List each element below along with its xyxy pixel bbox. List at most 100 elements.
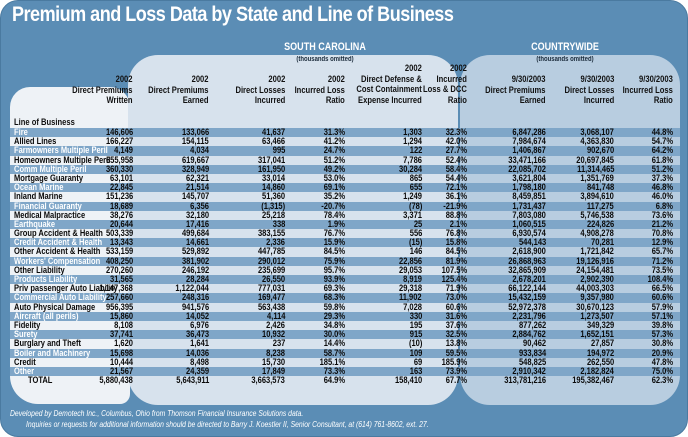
column-header-sc-premiums-written: 2002 Direct Premiums Written bbox=[57, 74, 133, 107]
cell-text: 117,275 bbox=[587, 200, 614, 211]
value-cell-cw-premiums-earned: 6,847,286 bbox=[505, 127, 546, 137]
value-cell-cw-losses-incurred: 27,857 bbox=[586, 339, 614, 348]
cell-text: 51.2% bbox=[323, 154, 345, 165]
cell-text: 32.3% bbox=[445, 127, 467, 137]
cell-text: 14,052 bbox=[185, 310, 209, 321]
cell-text: 194,972 bbox=[586, 347, 614, 358]
value-cell-sc-losses-incurred: 317,041 bbox=[252, 155, 285, 165]
value-cell-sc-loss-dcc-ratio: 54.4% bbox=[441, 173, 467, 183]
cell-text: 5,643,911 bbox=[175, 375, 209, 386]
cell-text: 46.0% bbox=[651, 191, 673, 202]
cell-text: 52.4% bbox=[445, 154, 467, 165]
value-cell-sc-loss-ratio: 24.7% bbox=[319, 146, 345, 155]
cell-text: 548,825 bbox=[518, 356, 546, 367]
value-cell-cw-losses-incurred: 841,748 bbox=[581, 182, 614, 193]
value-cell-cw-losses-incurred: 70,281 bbox=[586, 238, 614, 247]
value-cell-cw-loss-ratio: 73.6% bbox=[647, 210, 673, 220]
cell-text: 44,003,303 bbox=[576, 283, 614, 294]
value-cell-sc-dcc-expense: 3,371 bbox=[399, 210, 422, 220]
cell-text: 107.5% bbox=[441, 264, 467, 275]
value-cell-cw-losses-incurred: 2,902,390 bbox=[573, 274, 614, 284]
value-cell-sc-premiums-earned: 17,416 bbox=[181, 219, 209, 229]
column-header-line: Earned bbox=[520, 95, 546, 106]
value-cell-sc-loss-ratio: 95.7% bbox=[319, 265, 345, 275]
cell-text: 7,028 bbox=[403, 301, 422, 312]
column-header-cw-premiums-earned: 9/30/2003 Direct Premiums Earned bbox=[470, 74, 546, 107]
value-cell-sc-premiums-earned: 529,892 bbox=[176, 247, 209, 256]
column-header-line-of-business: Line of Business bbox=[14, 117, 75, 128]
value-cell-cw-loss-ratio: 70.8% bbox=[647, 228, 673, 238]
column-header-sc-loss-ratio: 2002 Incurred Loss Ratio bbox=[282, 74, 345, 107]
value-cell-sc-premiums-written: 21,567 bbox=[105, 365, 133, 376]
cell-text: 26,868,963 bbox=[508, 255, 546, 266]
cell-text: 27,857 bbox=[590, 338, 614, 349]
column-header-line: Direct Losses bbox=[235, 84, 285, 96]
table-row: Auto Physical Damage 956,395 941,576 563,43… bbox=[10, 301, 680, 312]
cell-text: 8,498 bbox=[190, 356, 209, 367]
column-header-line: Direct Defense & bbox=[361, 73, 422, 85]
cell-text: 262,550 bbox=[586, 356, 614, 367]
cell-text: 66.5% bbox=[651, 283, 673, 294]
cell-text: 20,644 bbox=[109, 218, 133, 229]
table-row: Credit 10,444 8,498 15,730 185.1% 69 185.9% 548… bbox=[10, 356, 680, 367]
cell-text: 915 bbox=[409, 329, 422, 340]
cell-text: Mortgage Guaranty bbox=[14, 172, 84, 183]
cell-text: Comm Multiple Peril bbox=[14, 163, 87, 174]
cell-text: 933,834 bbox=[518, 347, 546, 358]
value-cell-sc-loss-dcc-ratio: 42.0% bbox=[441, 136, 467, 146]
cell-text: (78) bbox=[408, 200, 422, 211]
value-cell-sc-loss-ratio: 78.4% bbox=[319, 210, 345, 220]
cell-text: 12.9% bbox=[651, 237, 673, 248]
cell-text: 59.5% bbox=[445, 347, 467, 358]
value-cell-sc-losses-incurred: 14,860 bbox=[257, 182, 285, 192]
cell-text: 20.9% bbox=[651, 347, 673, 358]
value-cell-cw-loss-ratio: 51.2% bbox=[647, 164, 673, 174]
cell-text: 777,031 bbox=[257, 283, 285, 294]
cell-text: 6,847,286 bbox=[512, 127, 546, 137]
column-header-line: Incurred Loss bbox=[294, 84, 345, 96]
cell-text: 2,182,824 bbox=[580, 365, 614, 376]
cell-text: 3,894,610 bbox=[580, 191, 614, 202]
cell-text: 31,565 bbox=[109, 274, 133, 284]
table-row: Allied Lines 166,227 154,115 63,466 41.2% 1,2… bbox=[10, 136, 680, 146]
value-cell-sc-premiums-earned: 1,641 bbox=[186, 339, 209, 348]
value-cell-sc-loss-ratio: 75.9% bbox=[319, 256, 345, 266]
cell-text: 563,438 bbox=[257, 301, 285, 312]
value-cell-sc-premiums-earned: 28,284 bbox=[181, 274, 209, 284]
cell-text: 15,698 bbox=[109, 347, 133, 358]
cell-text: 1,620 bbox=[114, 338, 133, 349]
value-cell-sc-dcc-expense: 865 bbox=[407, 173, 422, 183]
cell-text: 72.1% bbox=[445, 182, 467, 193]
cell-text: 44.8% bbox=[651, 127, 673, 137]
cell-text: 246,192 bbox=[181, 264, 209, 275]
cell-text: 33,471,166 bbox=[508, 154, 546, 165]
cell-text: 447,785 bbox=[257, 246, 285, 257]
cell-text: 381,902 bbox=[181, 255, 209, 266]
value-cell-sc-loss-dcc-ratio: 107.5% bbox=[436, 264, 467, 275]
value-cell-cw-premiums-earned: 2,884,762 bbox=[505, 329, 546, 339]
value-cell-sc-loss-dcc-ratio: 73.9% bbox=[441, 365, 467, 376]
value-cell-sc-premiums-earned: 145,707 bbox=[176, 192, 209, 201]
countrywide-panel bbox=[460, 55, 680, 405]
value-cell-sc-premiums-earned: 5,643,911 bbox=[169, 375, 209, 386]
line-of-business-cell: Boiler and Machinery bbox=[14, 348, 174, 358]
cell-text: 2,336 bbox=[266, 237, 285, 248]
cell-text: 655,958 bbox=[105, 154, 133, 165]
cell-text: 31.6% bbox=[445, 310, 467, 321]
cell-text: 30.8% bbox=[651, 338, 673, 349]
value-cell-sc-loss-dcc-ratio: 13.8% bbox=[441, 339, 467, 348]
cell-text: 73.9% bbox=[445, 365, 467, 376]
table-row: Other 21,567 24,359 17,849 73.3% 163 73.9% 2,91… bbox=[10, 365, 680, 377]
cell-text: 51,360 bbox=[261, 191, 285, 202]
value-cell-sc-dcc-expense: 163 bbox=[407, 366, 422, 376]
cell-text: 109 bbox=[409, 347, 422, 358]
south-carolina-units: (thousands omitted) bbox=[296, 56, 354, 63]
cell-text: 21,567 bbox=[109, 365, 133, 376]
value-cell-sc-premiums-written: 37,741 bbox=[105, 329, 133, 339]
cell-text: 41,637 bbox=[261, 127, 285, 137]
value-cell-sc-losses-incurred: 41,637 bbox=[257, 127, 285, 137]
cell-text: 841,748 bbox=[586, 182, 614, 193]
value-cell-sc-losses-incurred: 237 bbox=[270, 339, 285, 348]
cell-text: 31.3% bbox=[323, 127, 345, 137]
cell-text: 24,154,481 bbox=[576, 264, 614, 275]
